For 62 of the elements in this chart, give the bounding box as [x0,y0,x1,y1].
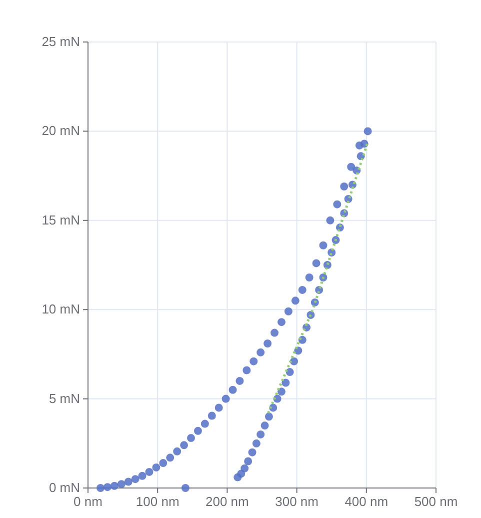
y-tick-label: 0 mN [48,480,80,495]
y-tick-label: 25 mN [42,34,80,49]
point [131,475,140,484]
point [180,441,188,450]
y-tick-label: 5 mN [48,390,80,406]
point [290,357,298,366]
point [326,216,334,224]
point [214,404,223,412]
point [173,447,182,456]
point [166,454,174,462]
point [117,480,126,488]
point [152,463,160,472]
point [364,127,372,136]
x-tick-label: 0 nm [74,494,102,509]
point [159,459,168,468]
point [256,430,265,438]
point [270,328,279,337]
point [187,434,196,442]
point [298,286,306,294]
point [277,388,286,396]
x-tick-label: 100 nm [136,494,180,509]
point [282,378,290,387]
y-tick-label: 10 mN [42,302,80,317]
point [305,273,314,282]
point [96,484,105,492]
point [236,376,244,385]
point [208,412,216,420]
point [181,484,190,492]
point [242,366,251,374]
point [256,348,265,356]
point [264,339,272,348]
point [264,412,273,421]
point [277,318,286,326]
point [234,473,242,482]
point [252,439,260,448]
x-tick-label: 500 nm [414,494,458,509]
point [347,162,356,171]
x-tick-label: 400 nm [344,494,388,509]
point [145,468,154,476]
point [138,472,146,480]
point [222,394,230,403]
point [110,482,118,490]
point [260,422,269,430]
y-tick-label: 20 mN [42,123,80,138]
point [284,307,292,316]
point [124,478,132,486]
point [250,357,258,366]
point [194,426,202,435]
point [228,386,237,394]
x-tick-label: 200 nm [206,494,249,509]
point [340,182,348,191]
y-tick-label: 15 mN [42,212,80,228]
point [200,420,209,428]
point [103,483,112,492]
point [248,448,256,456]
point [333,200,342,208]
x-tick-label: 300 nm [275,494,318,509]
point [244,457,252,466]
point [286,368,294,376]
point [291,296,300,305]
point [312,259,320,268]
point [319,241,328,250]
